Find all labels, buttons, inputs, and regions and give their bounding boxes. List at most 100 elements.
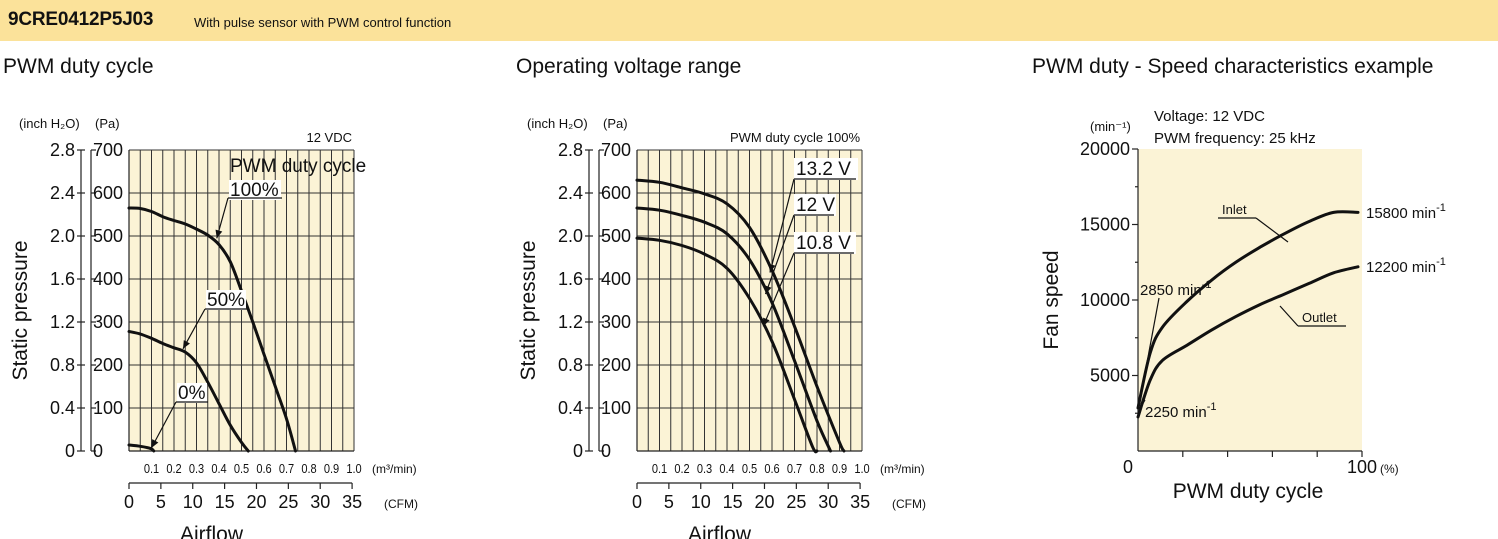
chart1-x-tick-cfm: 30	[310, 492, 330, 512]
chart1-label-0: 0%	[178, 383, 206, 404]
chart1-y-tick-inch: 0.4	[50, 398, 75, 418]
chart3-y-tick-label: 20000	[1080, 139, 1130, 159]
chart1-arrow-50-head	[183, 340, 190, 349]
chart1-label-0-bg	[177, 383, 207, 403]
chart2-y-tick-inch: 0.8	[558, 355, 583, 375]
chart1-series-2-curve	[127, 443, 156, 453]
chart3-outlet-start-leader	[1138, 399, 1146, 411]
chart2-arrow-1-head	[764, 285, 772, 295]
chart1-series-1-curve	[127, 330, 250, 453]
chart2-x-tick-m3: 0.6	[764, 461, 780, 476]
chart2-arrow-2-line	[762, 252, 795, 327]
chart3-inlet-start-label: 2850 min-1	[1140, 279, 1212, 299]
chart2-series-2-curve	[635, 236, 819, 454]
chart2-x-tick-m3: 0.1	[652, 461, 668, 476]
chart2-label-1: 12 V	[796, 195, 835, 216]
chart2-y-tick-inch: 2.4	[558, 183, 583, 203]
chart3-y-unit: (min⁻¹)	[1090, 119, 1131, 134]
chart2-x-tick-m3: 0.7	[787, 461, 803, 476]
chart1-series-0-curve	[127, 206, 297, 453]
product-header: 9CRE0412P5J03 With pulse sensor with PWM…	[0, 0, 1498, 41]
chart3-label-outlet-leader	[1279, 305, 1299, 327]
chart2-x-tick-cfm: 30	[818, 492, 838, 512]
chart2-arrow-1-line	[764, 214, 795, 295]
chart2-arrow-0-line	[769, 178, 795, 273]
chart1-label-100: 100%	[230, 180, 279, 201]
chart1-title: PWM duty cycle	[3, 55, 154, 78]
chart2-y-tick-inch: 2.0	[558, 226, 583, 246]
chart2-label-2-bg	[794, 232, 856, 254]
chart2-x-unit-cfm: (CFM)	[892, 497, 926, 511]
chart2-x-tick-m3: 0.3	[697, 461, 713, 476]
chart2-title: Operating voltage range	[516, 55, 742, 78]
chart1-y-tick-pa: 200	[93, 355, 123, 375]
chart2-y-tick-pa: 700	[601, 140, 631, 160]
chart3-series-1-curve	[1136, 265, 1360, 419]
chart1-x-tick-cfm: 35	[342, 492, 362, 512]
chart1-x-unit-cfm: (CFM)	[384, 497, 418, 511]
chart2-y-tick-pa: 100	[601, 398, 631, 418]
chart1-x-unit-m3: (m³/min)	[372, 462, 417, 476]
chart1-x-tick-cfm: 15	[215, 492, 235, 512]
chart3-y-tick-label: 5000	[1090, 366, 1130, 386]
chart3-plot-area	[1138, 149, 1362, 451]
chart1-x-tick-cfm: 10	[183, 492, 203, 512]
chart2-arrow-2-head	[763, 317, 770, 327]
chart1-x-tick-cfm: 20	[246, 492, 266, 512]
chart1-y-tick-inch: 0	[65, 441, 75, 461]
model-number: 9CRE0412P5J03	[8, 9, 154, 30]
chart2-x-tick-cfm: 0	[632, 492, 642, 512]
chart1-arrow-0-line	[150, 401, 177, 449]
chart3-y-tick-label: 10000	[1080, 290, 1130, 310]
chart2-y-tick-inch: 0.4	[558, 398, 583, 418]
chart1-label-50-bg	[206, 290, 246, 310]
chart1-y-tick-inch: 2.0	[50, 226, 75, 246]
chart1-arrow-100-head	[215, 229, 223, 239]
chart2-x-tick-m3: 0.2	[674, 461, 690, 476]
chart3-y-tick-label: 15000	[1080, 215, 1130, 235]
chart3-label-inlet-leader	[1255, 217, 1289, 243]
chart1-y-tick-inch: 1.6	[50, 269, 75, 289]
chart3-title: PWM duty - Speed characteristics example	[1032, 55, 1434, 78]
chart2-x-tick-cfm: 35	[850, 492, 870, 512]
chart2-y-tick-pa: 600	[601, 183, 631, 203]
chart2-x-tick-cfm: 15	[723, 492, 743, 512]
chart1-condition: 12 VDC	[306, 130, 352, 145]
chart1-x-tick-cfm: 5	[156, 492, 166, 512]
chart1-x-tick-m3: 0.8	[301, 461, 317, 476]
chart1-y-tick-pa: 100	[93, 398, 123, 418]
chart2-y-tick-inch: 1.2	[558, 312, 583, 332]
chart1-x-title: Airflow	[180, 523, 244, 539]
chart1-x-tick-m3: 0.9	[324, 461, 340, 476]
chart3-label-outlet: Outlet	[1302, 310, 1337, 325]
chart2-y-tick-pa: 200	[601, 355, 631, 375]
chart2-x-tick-m3: 0.9	[832, 461, 848, 476]
chart2-label-0-bg	[794, 158, 858, 180]
chart3-inlet-start-leader	[1140, 297, 1160, 396]
chart3-annotation-frequency: PWM frequency: 25 kHz	[1154, 130, 1316, 147]
chart2-x-tick-m3: 1.0	[854, 461, 870, 476]
chart2-y-tick-inch: 1.6	[558, 269, 583, 289]
chart2-x-tick-cfm: 10	[691, 492, 711, 512]
chart3-x-unit: (%)	[1380, 462, 1399, 476]
chart1-x-tick-m3: 0.1	[144, 461, 160, 476]
chart1-arrow-0-head	[151, 439, 159, 448]
chart2-y-tick-pa: 500	[601, 226, 631, 246]
chart1-x-tick-cfm: 25	[278, 492, 298, 512]
chart1-y-tick-pa: 500	[93, 226, 123, 246]
model-subtitle: With pulse sensor with PWM control funct…	[194, 15, 452, 30]
chart3-annotation-voltage: Voltage: 12 VDC	[1154, 108, 1265, 125]
chart3-outlet-end-label: 12200 min-1	[1366, 256, 1446, 276]
chart2-y-title: Static pressure	[517, 240, 540, 380]
chart2-y-tick-pa: 0	[601, 441, 611, 461]
chart2-y-tick-inch: 0	[573, 441, 583, 461]
chart2-label-0: 13.2 V	[796, 159, 851, 180]
chart2-x-tick-cfm: 25	[786, 492, 806, 512]
chart1-y-tick-inch: 2.8	[50, 140, 75, 160]
chart1-x-tick-m3: 0.4	[211, 461, 227, 476]
chart2-y-unit-inch: (inch H₂O)	[527, 116, 588, 131]
chart1-y-tick-pa: 700	[93, 140, 123, 160]
chart3-label-inlet: Inlet	[1222, 202, 1247, 217]
chart1-x-tick-m3: 0.3	[189, 461, 205, 476]
